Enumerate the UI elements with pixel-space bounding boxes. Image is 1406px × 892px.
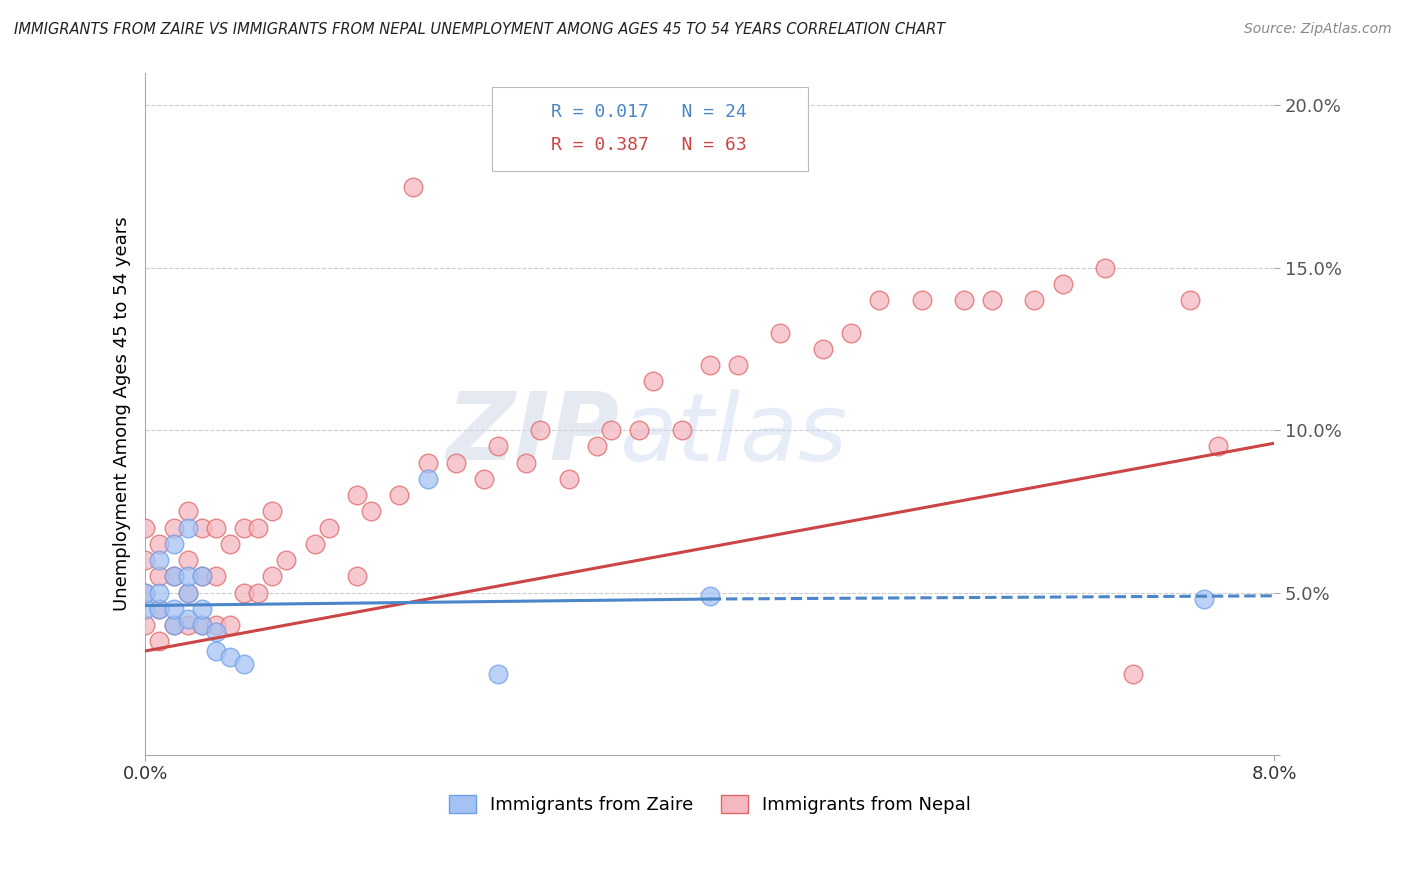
Point xyxy=(134,585,156,599)
Point xyxy=(134,553,156,567)
Point xyxy=(557,472,579,486)
Point xyxy=(176,585,198,599)
Point xyxy=(529,423,551,437)
Point xyxy=(233,657,256,671)
Point xyxy=(628,423,651,437)
Point xyxy=(205,618,228,632)
Point xyxy=(148,569,170,583)
Point xyxy=(1024,293,1046,308)
Point xyxy=(416,472,439,486)
Point xyxy=(219,650,242,665)
Point xyxy=(176,618,198,632)
Point xyxy=(868,293,890,308)
Point xyxy=(191,520,214,534)
Text: atlas: atlas xyxy=(620,389,848,480)
Point xyxy=(486,439,509,453)
Point xyxy=(262,569,284,583)
Point xyxy=(910,293,932,308)
Point xyxy=(360,504,382,518)
Point xyxy=(600,423,623,437)
Text: ZIP: ZIP xyxy=(447,388,620,481)
Point xyxy=(416,456,439,470)
Point xyxy=(346,488,368,502)
Point xyxy=(318,520,340,534)
Point xyxy=(205,569,228,583)
Point xyxy=(233,585,256,599)
Point xyxy=(1052,277,1074,291)
Point xyxy=(148,537,170,551)
Point xyxy=(727,358,749,372)
Point xyxy=(162,618,184,632)
Point xyxy=(219,618,242,632)
Point xyxy=(205,520,228,534)
Point xyxy=(247,520,270,534)
Point xyxy=(699,589,721,603)
Point xyxy=(233,520,256,534)
Point xyxy=(191,569,214,583)
Point xyxy=(953,293,976,308)
Point xyxy=(176,553,198,567)
Point xyxy=(1122,666,1144,681)
Point xyxy=(1192,592,1215,607)
Point xyxy=(162,537,184,551)
Point xyxy=(191,569,214,583)
Point xyxy=(148,601,170,615)
Point xyxy=(176,569,198,583)
Point xyxy=(134,585,156,599)
Point xyxy=(515,456,537,470)
Text: R = 0.017   N = 24: R = 0.017 N = 24 xyxy=(551,103,747,120)
Point xyxy=(134,601,156,615)
Point xyxy=(148,634,170,648)
Text: Source: ZipAtlas.com: Source: ZipAtlas.com xyxy=(1244,22,1392,37)
Point xyxy=(402,179,425,194)
Point xyxy=(276,553,298,567)
Point xyxy=(205,624,228,639)
Point xyxy=(769,326,792,340)
Point xyxy=(247,585,270,599)
Point xyxy=(388,488,411,502)
Point xyxy=(262,504,284,518)
Point xyxy=(346,569,368,583)
Point xyxy=(148,553,170,567)
Point xyxy=(162,569,184,583)
Point xyxy=(134,520,156,534)
Point xyxy=(191,618,214,632)
Point xyxy=(162,601,184,615)
Point xyxy=(162,520,184,534)
Point xyxy=(472,472,495,486)
Point xyxy=(304,537,326,551)
Point xyxy=(191,618,214,632)
Point xyxy=(176,520,198,534)
Point xyxy=(1178,293,1201,308)
Point xyxy=(219,537,242,551)
Point xyxy=(586,439,609,453)
Text: R = 0.387   N = 63: R = 0.387 N = 63 xyxy=(551,136,747,154)
Point xyxy=(148,601,170,615)
Point xyxy=(671,423,693,437)
Point xyxy=(643,375,665,389)
Point xyxy=(176,504,198,518)
Point xyxy=(839,326,862,340)
Point xyxy=(1094,260,1116,275)
Point xyxy=(176,611,198,625)
Legend: Immigrants from Zaire, Immigrants from Nepal: Immigrants from Zaire, Immigrants from N… xyxy=(449,796,972,814)
Point xyxy=(1206,439,1229,453)
Point xyxy=(811,342,834,356)
Point xyxy=(176,585,198,599)
Text: IMMIGRANTS FROM ZAIRE VS IMMIGRANTS FROM NEPAL UNEMPLOYMENT AMONG AGES 45 TO 54 : IMMIGRANTS FROM ZAIRE VS IMMIGRANTS FROM… xyxy=(14,22,945,37)
Point xyxy=(162,618,184,632)
Y-axis label: Unemployment Among Ages 45 to 54 years: Unemployment Among Ages 45 to 54 years xyxy=(114,217,131,611)
Point xyxy=(148,585,170,599)
Point xyxy=(134,618,156,632)
Point xyxy=(205,644,228,658)
Point xyxy=(981,293,1004,308)
Point xyxy=(486,666,509,681)
Point xyxy=(444,456,467,470)
Point xyxy=(699,358,721,372)
Point xyxy=(191,601,214,615)
Point xyxy=(162,569,184,583)
